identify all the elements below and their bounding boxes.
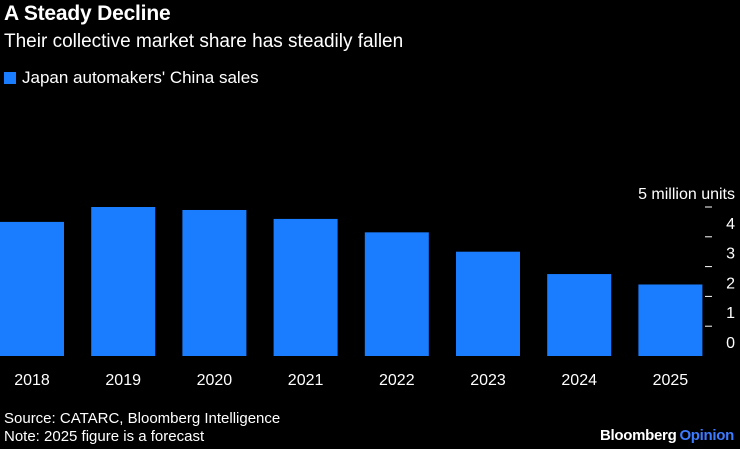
legend-swatch <box>4 72 16 84</box>
x-tick-label-2020: 2020 <box>197 372 233 389</box>
x-tick-label-2018: 2018 <box>14 372 50 389</box>
bar-2023 <box>456 251 520 356</box>
brand-logo: Bloomberg Opinion <box>600 427 734 444</box>
y-tick-label-4: 4 <box>726 216 735 233</box>
bar-2021 <box>273 218 338 356</box>
x-tick-label-2023: 2023 <box>470 372 506 389</box>
brand-main: Bloomberg <box>599 427 677 444</box>
brand-sub: Opinion <box>679 427 734 444</box>
y-tick-label-2: 2 <box>726 275 735 292</box>
bar-2020 <box>182 209 247 356</box>
x-tick-label-2025: 2025 <box>653 372 689 389</box>
chart-subtitle: Their collective market share has steadi… <box>4 31 404 52</box>
bar-2019 <box>91 207 156 356</box>
bar-2018 <box>0 221 64 356</box>
y-tick-label-0: 0 <box>726 335 735 352</box>
chart-title: A Steady Decline <box>4 2 171 25</box>
bar-2025 <box>638 284 703 356</box>
bar-2024 <box>547 274 612 356</box>
x-tick-label-2024: 2024 <box>561 372 597 389</box>
y-tick-label-1: 1 <box>726 305 735 322</box>
bar-2022 <box>364 232 429 356</box>
x-tick-label-2022: 2022 <box>379 372 415 389</box>
y-axis-label: 5 million units <box>638 186 735 203</box>
y-tick-label-3: 3 <box>726 246 735 263</box>
x-tick-label-2019: 2019 <box>105 372 141 389</box>
legend: Japan automakers' China sales <box>4 68 259 88</box>
source-note: Source: CATARC, Bloomberg Intelligence <box>4 410 281 427</box>
forecast-note: Note: 2025 figure is a forecast <box>4 428 205 445</box>
x-tick-label-2021: 2021 <box>288 372 324 389</box>
legend-label: Japan automakers' China sales <box>22 68 259 87</box>
